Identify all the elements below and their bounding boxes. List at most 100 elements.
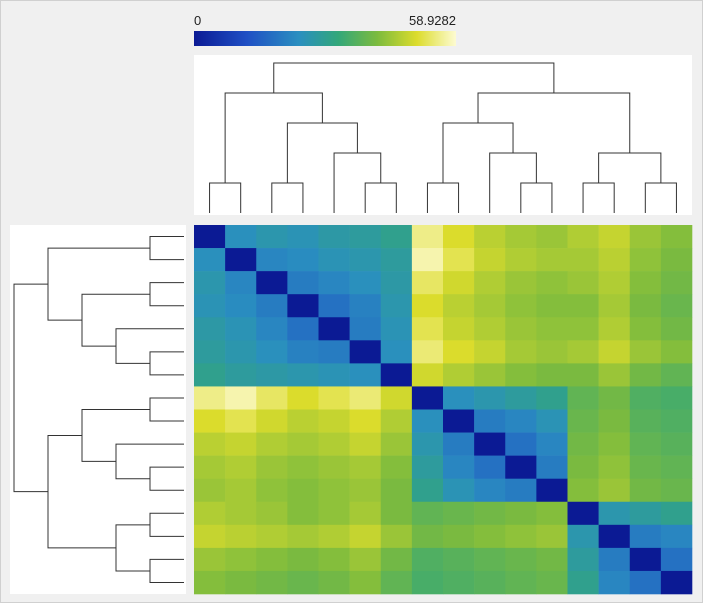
heatmap-cell [287,409,319,433]
heatmap-cell [380,547,413,572]
heatmap-cell [536,271,568,295]
heatmap-cell [474,363,506,387]
heatmap-cell [629,271,662,295]
heatmap-cell [349,478,382,503]
heatmap-cell [256,317,288,341]
heatmap-cell [225,225,257,249]
heatmap-cell [194,248,226,272]
heatmap-cell [474,317,506,341]
heatmap-cell [318,478,350,503]
heatmap-cell [536,570,568,595]
heatmap-cell [536,363,568,387]
heatmap-cell [567,225,599,249]
heatmap-cell [318,501,350,526]
heatmap-cell [225,478,257,503]
heatmap-cell [598,363,631,387]
heatmap-cell [629,225,662,249]
heatmap-cell [567,294,599,318]
heatmap-cell [256,570,288,595]
heatmap-cell [443,501,475,526]
heatmap-cell [287,363,319,387]
heatmap-cell [505,363,537,387]
heatmap-cell [505,432,537,456]
heatmap-cell [505,271,537,295]
heatmap-cell [380,225,413,249]
heatmap-cell [474,501,506,526]
heatmap-cell [225,294,257,318]
heatmap-cell [536,317,568,341]
heatmap-cell [225,570,257,595]
heatmap-cell [256,340,288,364]
heatmap-cell [318,409,350,433]
heatmap-cell [660,294,693,318]
colorbar-max: 58.9282 [409,13,456,28]
heatmap-cell [256,547,288,572]
heatmap-cell [629,386,662,410]
heatmap-cell [256,409,288,433]
heatmap-cell [660,432,693,456]
heatmap-cell [318,386,350,410]
heatmap-cell [318,432,350,456]
heatmap-cell [536,455,568,479]
heatmap-cell [349,386,382,410]
heatmap-cell [380,570,413,595]
heatmap-cell [505,317,537,341]
heatmap-cell [660,271,693,295]
colorbar [194,31,456,46]
heatmap-cell [411,317,444,341]
heatmap-cell [411,478,444,503]
dendrogram-link [273,62,555,93]
heatmap-cell [567,317,599,341]
heatmap-cell [349,570,382,595]
heatmap-cell [380,524,413,549]
heatmap-cell [629,524,662,549]
heatmap-cell [380,248,413,272]
heatmap-cell [443,524,475,549]
heatmap-cell [194,570,226,595]
heatmap-cell [629,501,662,526]
heatmap-cell [629,547,662,572]
heatmap-cell [567,386,599,410]
heatmap-cell [318,455,350,479]
heatmap-cell [629,432,662,456]
heatmap-cell [225,363,257,387]
heatmap-cell [287,294,319,318]
heatmap-cell [567,455,599,479]
heatmap-cell [194,225,226,249]
heatmap-cell [225,432,257,456]
heatmap-cell [443,294,475,318]
heatmap-cell [598,340,631,364]
heatmap-cell [287,501,319,526]
heatmap-cell [474,524,506,549]
heatmap-cell [505,248,537,272]
heatmap-cell [411,501,444,526]
heatmap-cell [380,478,413,503]
heatmap-cell [256,478,288,503]
heatmap-cell [660,317,693,341]
heatmap-cell [349,340,382,364]
heatmap-cell [629,570,662,595]
heatmap-cell [443,248,475,272]
heatmap-cell [194,478,226,503]
heatmap-cell [474,432,506,456]
heatmap-cell [629,363,662,387]
heatmap-cell [318,570,350,595]
heatmap-cell [660,570,693,595]
heatmap-cell [256,363,288,387]
heatmap-cell [225,547,257,572]
heatmap-cell [660,225,693,249]
heatmap-cell [598,478,631,503]
heatmap-cell [349,409,382,433]
heatmap-cell [349,225,382,249]
heatmap-cell [567,432,599,456]
heatmap-cell [287,524,319,549]
heatmap-cell [287,570,319,595]
heatmap-cell [505,409,537,433]
heatmap-cell [598,386,631,410]
heatmap-cell [225,317,257,341]
heatmap-cell [660,340,693,364]
heatmap-cell [256,386,288,410]
heatmap-cell [567,478,599,503]
heatmap-cell [194,524,226,549]
